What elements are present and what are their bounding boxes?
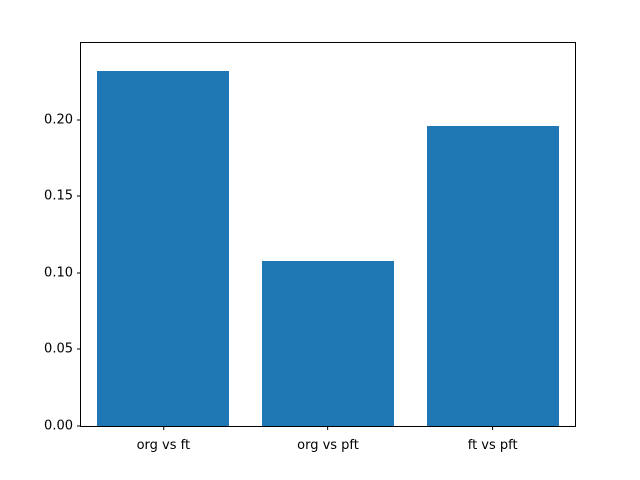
y-tick: 0.05 bbox=[44, 343, 81, 356]
y-tick: 0.00 bbox=[44, 420, 81, 433]
y-tick: 0.10 bbox=[44, 266, 81, 279]
y-tick-label: 0.10 bbox=[44, 265, 73, 281]
bar-slot bbox=[246, 43, 411, 426]
x-tick-label: org vs pft bbox=[297, 438, 359, 453]
x-tick-mark bbox=[492, 426, 494, 430]
y-tick-label: 0.15 bbox=[44, 188, 73, 204]
x-tick-mark bbox=[327, 426, 329, 430]
y-tick-label: 0.20 bbox=[44, 112, 73, 128]
bar-org-vs-pft bbox=[262, 260, 394, 426]
y-tick-label: 0.00 bbox=[44, 418, 73, 434]
x-tick-label: org vs ft bbox=[136, 438, 191, 453]
x-tick: org vs ft bbox=[136, 426, 191, 453]
bars-container bbox=[81, 43, 575, 426]
y-tick-label: 0.05 bbox=[44, 341, 73, 357]
bar-slot bbox=[410, 43, 575, 426]
x-tick: ft vs pft bbox=[468, 426, 518, 453]
x-tick-mark bbox=[162, 426, 164, 430]
x-tick: org vs pft bbox=[297, 426, 359, 453]
bar-slot bbox=[81, 43, 246, 426]
bar-org-vs-ft bbox=[97, 70, 230, 426]
x-tick-label: ft vs pft bbox=[467, 438, 518, 453]
bar-ft-vs-pft bbox=[426, 125, 559, 426]
plot-area: 0.00 0.05 0.10 0.15 0.20 org vs ft org vs pft… bbox=[44, 42, 576, 452]
y-tick: 0.20 bbox=[44, 113, 81, 126]
y-tick: 0.15 bbox=[44, 190, 81, 203]
